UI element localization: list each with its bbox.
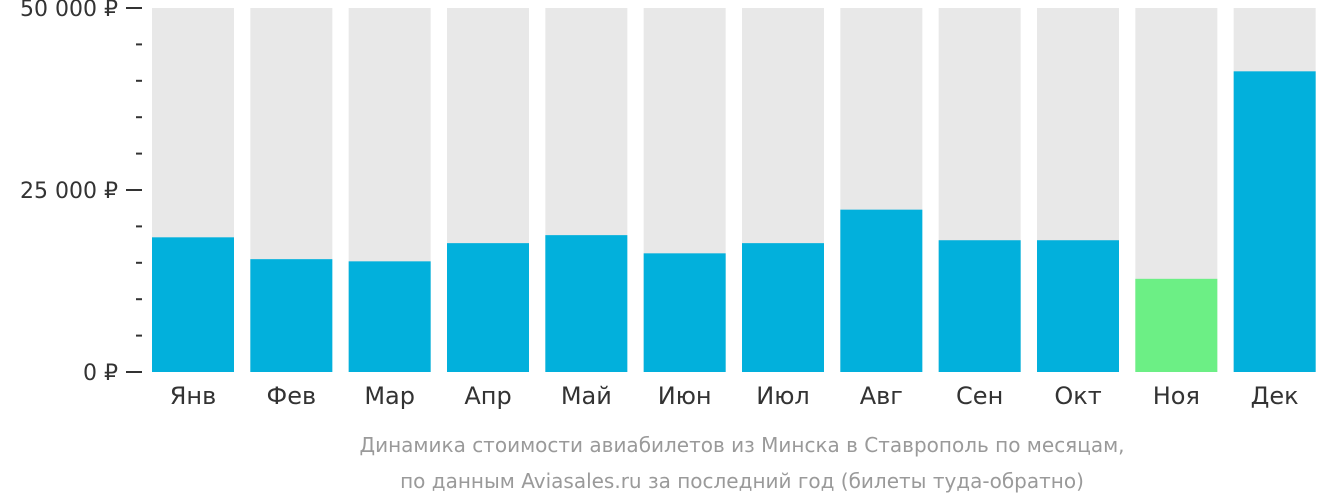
bar-4 [447, 243, 529, 372]
bar-2 [250, 259, 333, 372]
x-tick-label: Июл [756, 382, 810, 410]
x-tick-label: Май [561, 382, 612, 410]
bar-3 [348, 261, 431, 372]
bar-6 [643, 253, 726, 372]
x-tick-label: Окт [1054, 382, 1101, 410]
x-tick-label: Апр [464, 382, 511, 410]
y-tick-label: 25 000 ₽ [20, 179, 118, 204]
bar-9 [938, 240, 1021, 372]
bar-5 [545, 235, 628, 372]
x-tick-label: Июн [658, 382, 712, 410]
x-tick-label: Мар [364, 382, 415, 410]
x-tick-label: Янв [170, 382, 217, 410]
x-tick-label: Дек [1251, 382, 1299, 410]
y-axis: 0 ₽ 25 000 ₽ 50 000 ₽ [20, 0, 142, 386]
bar-12 [1233, 71, 1316, 372]
chart-caption-line-2: по данным Aviasales.ru за последний год … [400, 469, 1084, 493]
x-axis: Янв Фев Мар Апр Май Июн Июл Авг Сен Окт Ноя Дек [170, 382, 1299, 410]
x-tick-label: Ноя [1153, 382, 1200, 410]
bar-7 [742, 243, 824, 372]
bar-11 [1135, 278, 1218, 372]
bar-8 [840, 209, 923, 372]
bar-10 [1037, 240, 1119, 372]
x-tick-label: Сен [956, 382, 1003, 410]
bar-1 [152, 237, 234, 372]
price-bar-chart: 0 ₽ 25 000 ₽ 50 000 ₽ Янв Фев Мар Апр Май Июн Ию… [20, 0, 1316, 410]
x-tick-label: Авг [860, 382, 903, 410]
chart-caption-line-1: Динамика стоимости авиабилетов из Минска… [359, 433, 1125, 457]
y-tick-label: 0 ₽ [83, 361, 118, 386]
bars [152, 8, 1316, 372]
x-tick-label: Фев [267, 382, 317, 410]
y-tick-label: 50 000 ₽ [20, 0, 118, 22]
